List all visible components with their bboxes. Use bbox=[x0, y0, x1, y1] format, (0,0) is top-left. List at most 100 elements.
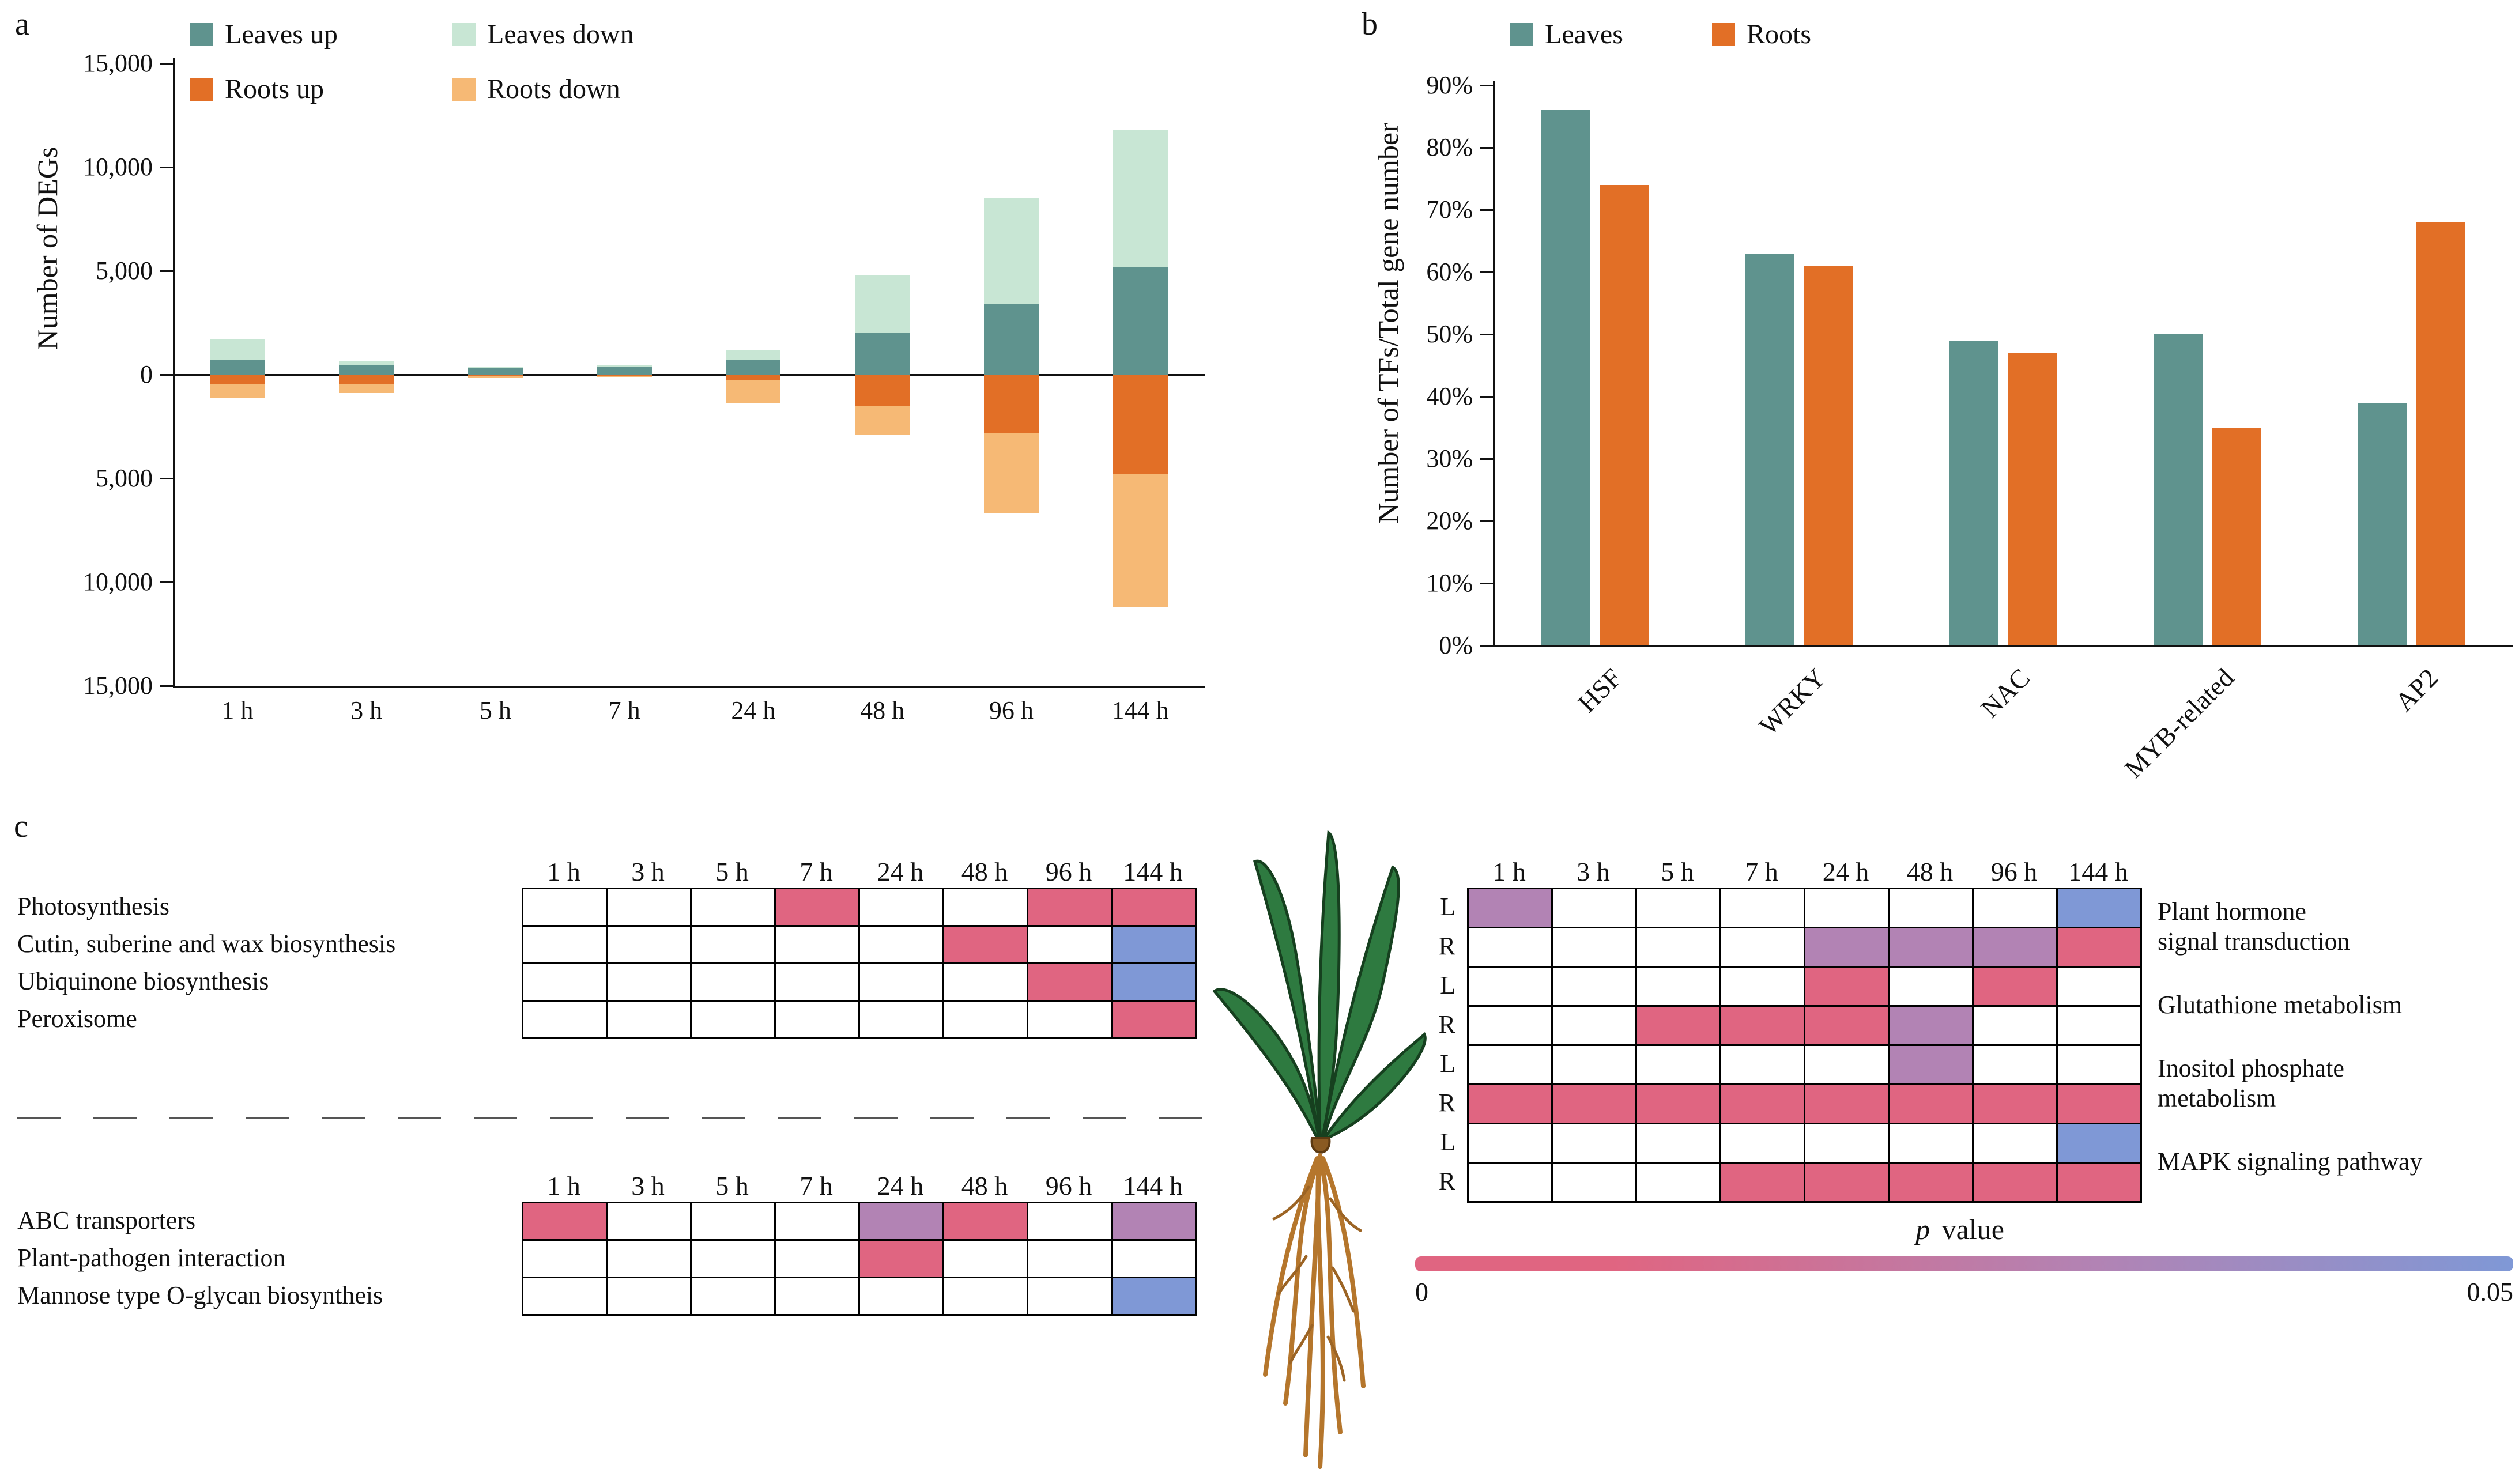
bar-roots-down bbox=[597, 376, 652, 377]
heatmap-cell bbox=[858, 888, 944, 927]
bar-roots bbox=[2008, 353, 2057, 645]
heatmap-column-header: 144 h bbox=[1123, 857, 1183, 886]
heatmap-cell bbox=[1719, 888, 1805, 928]
bar-leaves-up bbox=[339, 365, 394, 375]
x-tick-label: 24 h bbox=[731, 696, 776, 724]
degs-plot bbox=[173, 58, 1205, 688]
heatmap-cell bbox=[1027, 1239, 1113, 1278]
heatmap-cell bbox=[1027, 1202, 1113, 1241]
panel-c-letter: c bbox=[14, 809, 28, 844]
heatmap-cell bbox=[1027, 1277, 1113, 1316]
y-tick-mark bbox=[1480, 520, 1493, 522]
y-tick-mark bbox=[160, 373, 173, 376]
heatmap-grid bbox=[522, 1202, 1197, 1316]
x-tick-label: 144 h bbox=[1111, 696, 1169, 724]
heatmap-lr-label: R bbox=[1438, 1010, 1455, 1039]
legend-label: Roots down bbox=[487, 74, 620, 104]
heatmap-row-label: Photosynthesis bbox=[17, 892, 170, 920]
heatmap-lr-label: L bbox=[1440, 1128, 1455, 1156]
bar-roots bbox=[2212, 428, 2261, 645]
heatmap-cell bbox=[1551, 927, 1637, 968]
heatmap-cell bbox=[1888, 888, 1974, 928]
heatmap-cell bbox=[522, 1277, 608, 1316]
heatmap-column-header: 144 h bbox=[2068, 857, 2128, 886]
heatmap-column-header: 3 h bbox=[1577, 857, 1610, 886]
bar-leaves bbox=[2154, 334, 2203, 645]
bar-roots-down bbox=[210, 384, 265, 398]
pathway-label-line: Glutathione metabolism bbox=[2158, 991, 2403, 1019]
heatmap-column-header: 5 h bbox=[1661, 857, 1694, 886]
y-tick-mark bbox=[160, 62, 173, 65]
tfs-plot bbox=[1493, 81, 2513, 647]
y-tick-mark bbox=[1480, 395, 1493, 398]
heatmap-cell bbox=[2056, 1044, 2142, 1085]
pathway-label-line: Inositol phosphate bbox=[2158, 1054, 2344, 1082]
heatmap-cell bbox=[690, 888, 776, 927]
heatmap-cell bbox=[858, 925, 944, 964]
heatmap-cell bbox=[1551, 1005, 1637, 1046]
bar-leaves bbox=[1541, 110, 1590, 645]
pvalue-colorbar bbox=[1415, 1256, 2513, 1271]
legend-item: Leaves bbox=[1510, 18, 1623, 50]
y-tick-label: 10% bbox=[1426, 569, 1473, 597]
heatmap-cell bbox=[2056, 1123, 2142, 1164]
heatmap-cell bbox=[2056, 966, 2142, 1007]
y-tick-label: 5,000 bbox=[96, 464, 153, 492]
heatmap-cell bbox=[1804, 1083, 1890, 1124]
x-tick-label: 48 h bbox=[860, 696, 905, 724]
heatmap-cell bbox=[522, 888, 608, 927]
y-axis-line bbox=[1493, 81, 1495, 647]
heatmap-cell bbox=[606, 1239, 692, 1278]
heatmap-column-header: 1 h bbox=[1492, 857, 1526, 886]
y-tick-mark bbox=[1480, 582, 1493, 584]
heatmap-cell bbox=[1888, 966, 1974, 1007]
heatmap-cell bbox=[2056, 1083, 2142, 1124]
heatmap-lr-label: L bbox=[1440, 971, 1455, 999]
x-tick-label: 96 h bbox=[989, 696, 1034, 724]
y-tick-label: 50% bbox=[1426, 320, 1473, 348]
bar-leaves-down bbox=[1113, 130, 1168, 267]
heatmap-cell bbox=[1888, 1044, 1974, 1085]
bar-roots-down bbox=[467, 376, 523, 378]
heatmap-cell bbox=[774, 888, 860, 927]
heatmap-column-header: 96 h bbox=[1045, 857, 1092, 886]
y-tick-mark bbox=[160, 166, 173, 168]
heatmap-column-header: 144 h bbox=[1123, 1171, 1183, 1200]
zero-line bbox=[173, 373, 1205, 376]
heatmap-cell bbox=[1111, 1000, 1197, 1039]
x-axis-line bbox=[173, 686, 1205, 688]
y-tick-mark bbox=[160, 581, 173, 583]
heatmap-cell bbox=[1027, 888, 1113, 927]
bar-leaves-up bbox=[597, 366, 652, 375]
heatmap-column-header: 5 h bbox=[715, 1171, 749, 1200]
panel-c-divider bbox=[17, 1117, 1211, 1119]
roots_down-swatch bbox=[452, 77, 476, 101]
heatmap-cell bbox=[1635, 1083, 1721, 1124]
heatmap-cell bbox=[1551, 1044, 1637, 1085]
heatmap-cell bbox=[606, 888, 692, 927]
heatmap-cell bbox=[1972, 1083, 2058, 1124]
heatmap-cell bbox=[774, 1202, 860, 1241]
heatmap-cell bbox=[1888, 1083, 1974, 1124]
heatmap-cell bbox=[690, 962, 776, 1002]
heatmap-cell bbox=[1719, 1083, 1805, 1124]
x-tick-label: 1 h bbox=[221, 696, 254, 724]
bar-roots-down bbox=[1113, 474, 1168, 607]
pvalue-p: p bbox=[1915, 1213, 1930, 1245]
heatmap-cell bbox=[1719, 1162, 1805, 1203]
y-tick-label: 70% bbox=[1426, 195, 1473, 224]
heatmap-cell bbox=[858, 1202, 944, 1241]
y-tick-mark bbox=[1480, 146, 1493, 149]
heatmap-cell bbox=[1972, 927, 2058, 968]
legend-label: Leaves down bbox=[487, 19, 634, 50]
heatmap-cell bbox=[1804, 966, 1890, 1007]
panel-a-legend: Leaves up Leaves down Roots up Roots down bbox=[190, 18, 997, 134]
heatmap-cell bbox=[1027, 925, 1113, 964]
legend-item: Roots bbox=[1712, 18, 1811, 50]
heatmap-cell bbox=[522, 962, 608, 1002]
y-tick-mark bbox=[1480, 458, 1493, 460]
bar-leaves-down bbox=[983, 198, 1039, 304]
heatmap-column-header: 7 h bbox=[800, 857, 833, 886]
heatmap-column-header: 48 h bbox=[961, 1171, 1008, 1200]
